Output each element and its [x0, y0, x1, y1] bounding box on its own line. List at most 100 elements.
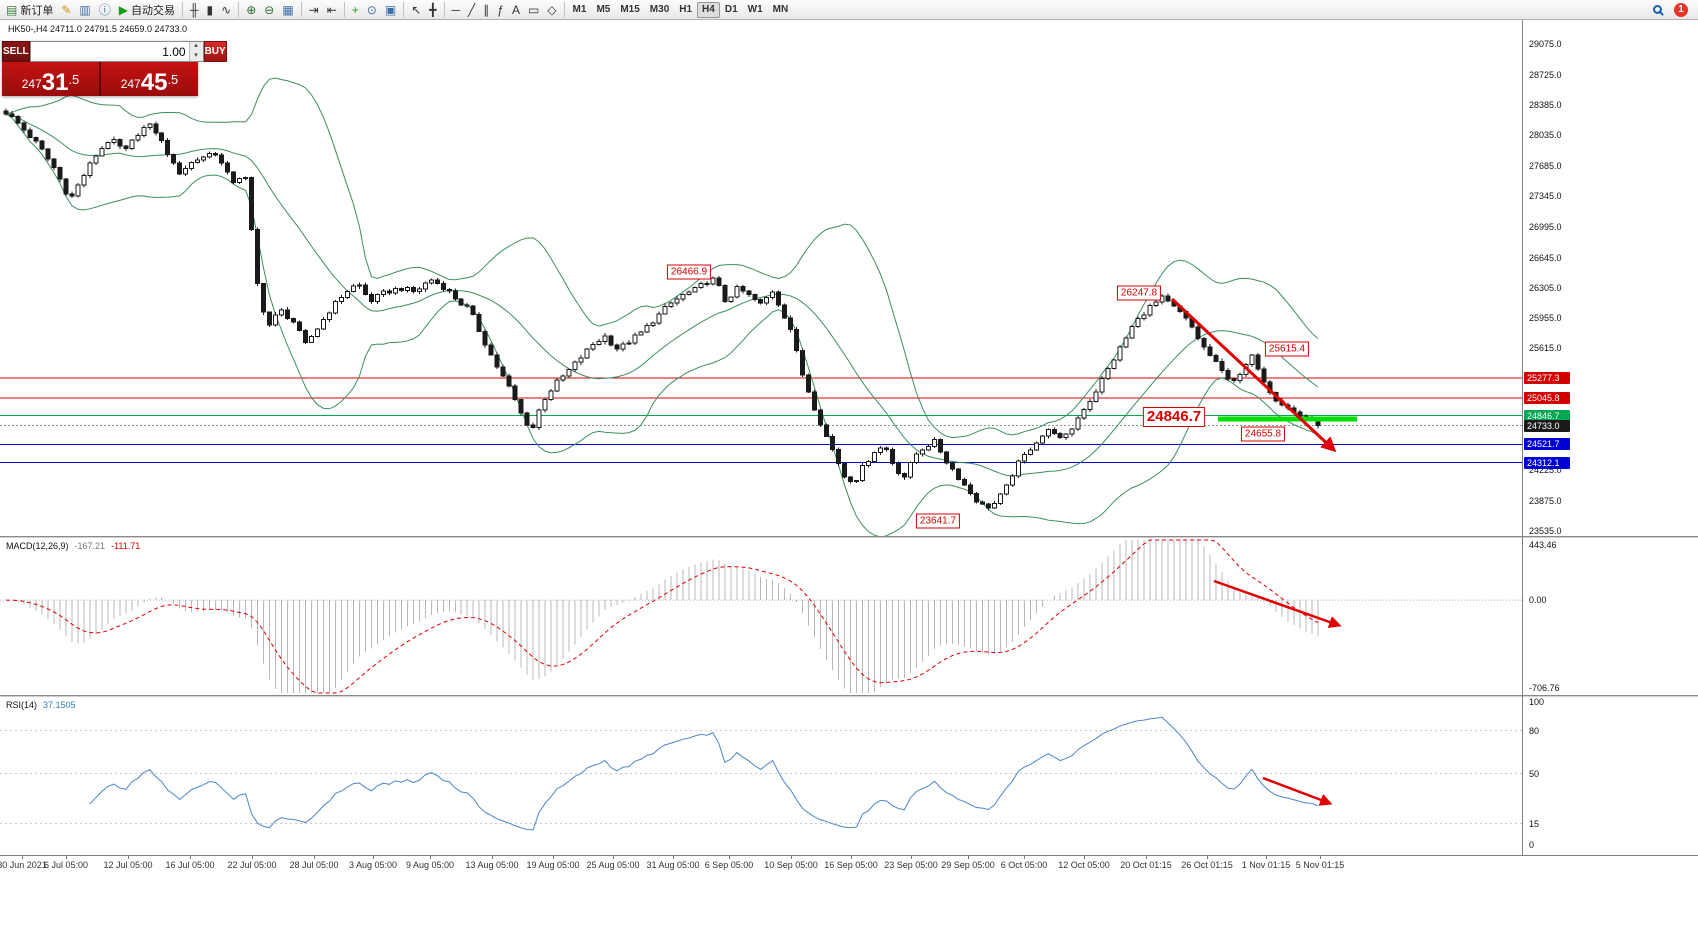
price-callout[interactable]: 24846.7 [1142, 407, 1206, 427]
time-axis-separator [0, 855, 1698, 856]
notification-badge[interactable]: 1 [1674, 2, 1688, 17]
chart-shift-icon[interactable]: ⇤ [323, 1, 341, 19]
zoom-in-icon[interactable]: ⊕ [242, 1, 260, 19]
time-tick: 31 Aug 05:00 [646, 860, 700, 870]
trend-arrow[interactable] [1262, 776, 1333, 806]
time-tick: 1 Nov 01:15 [1241, 860, 1291, 870]
indicators-icon[interactable]: + [348, 1, 363, 19]
label-icon-glyph: ▭ [527, 2, 540, 17]
time-tick-mark [851, 856, 852, 859]
templates-icon[interactable]: ▣ [381, 1, 400, 19]
shapes-icon[interactable]: ◇ [543, 1, 560, 19]
timeframe-m30[interactable]: M30 [649, 3, 670, 15]
search-icon[interactable] [1649, 1, 1666, 19]
market-watch-icon[interactable]: ▥ [75, 1, 94, 19]
buy-button[interactable]: BUY [203, 41, 227, 62]
time-tick-mark [911, 856, 912, 859]
text-icon[interactable]: A [508, 1, 524, 19]
macd-name: MACD(12,26,9) [6, 541, 69, 551]
time-tick-mark [252, 856, 253, 859]
toolbar-separator [563, 2, 565, 17]
metaeditor-icon[interactable]: ✎ [57, 1, 75, 19]
sell-button[interactable]: SELL [2, 41, 30, 62]
time-tick-mark [22, 856, 23, 859]
volume-spinner: ▴ ▾ [188, 42, 203, 61]
time-tick: 28 Jul 05:00 [289, 860, 339, 870]
autotrading-button-label: 自动交易 [131, 4, 175, 17]
zoom-in-icon-glyph: ⊕ [246, 2, 257, 17]
crosshair-icon[interactable]: ╋ [425, 1, 440, 19]
buy-price[interactable]: 247 45.5 [101, 62, 198, 96]
macd-tick: 443.46 [1529, 540, 1557, 550]
channel-icon[interactable]: ∥ [479, 1, 493, 19]
zoom-out-icon[interactable]: ⊖ [260, 1, 278, 19]
price-callout[interactable]: 25615.4 [1264, 341, 1310, 357]
time-tick: 25 Aug 05:00 [586, 860, 640, 870]
price-tick: 28035.0 [1529, 130, 1562, 141]
rsi-panel[interactable] [0, 697, 1522, 855]
new-order-button[interactable]: ▤ 新订单 [2, 1, 57, 19]
periods-icon[interactable]: ⊙ [363, 1, 381, 19]
time-tick-mark [613, 856, 614, 859]
buy-price-frac: .5 [167, 72, 179, 87]
timeframe-h1[interactable]: H1 [679, 3, 693, 15]
sell-price[interactable]: 247 31.5 [2, 62, 101, 96]
macd-panel[interactable] [0, 538, 1522, 695]
price-callout[interactable]: 23641.7 [915, 513, 961, 529]
volume-down-icon[interactable]: ▾ [189, 51, 203, 61]
time-tick: 10 Sep 05:00 [764, 860, 818, 870]
volume-up-icon[interactable]: ▴ [189, 42, 203, 52]
new-order-button-label: 新订单 [20, 4, 54, 17]
time-tick: 19 Aug 05:00 [526, 860, 580, 870]
trend-arrow[interactable] [1213, 579, 1342, 628]
price-callout[interactable]: 26247.8 [1116, 285, 1162, 301]
sell-price-prefix: 247 [21, 77, 42, 91]
symbol-ohlc-line: HK50-,H4 24711.0 24791.5 24659.0 24733.0 [8, 24, 187, 34]
fibonacci-icon[interactable]: ƒ [493, 1, 508, 19]
line-chart-icon[interactable]: ∿ [217, 1, 235, 19]
macd-indicator-label: MACD(12,26,9) -167.21 -111.71 [6, 541, 140, 551]
time-axis[interactable]: 30 Jun 2021 6 Jul 05:00 12 Jul 05:00 16 Jul… [0, 856, 1698, 874]
trendline-icon[interactable]: ╱ [464, 1, 479, 19]
price-callout[interactable]: 26466.9 [666, 264, 712, 280]
timeframe-w1[interactable]: W1 [747, 3, 763, 15]
periods-icon-glyph: ⊙ [366, 2, 377, 17]
time-tick: 5 Nov 01:15 [1295, 860, 1345, 870]
time-tick: 26 Oct 01:15 [1181, 860, 1233, 870]
price-tick: 29075.0 [1529, 39, 1562, 49]
horizontal-lines-layer[interactable] [0, 377, 1522, 464]
candlestick-chart-icon[interactable]: ▮ [203, 1, 218, 19]
panel-splitter-rsi[interactable] [0, 695, 1698, 697]
price-chart-panel[interactable] [0, 20, 1522, 536]
trend-arrow[interactable] [1170, 297, 1337, 453]
cursor-icon[interactable]: ↖ [407, 1, 425, 19]
bar-chart-icon[interactable]: ╫ [186, 1, 203, 19]
autotrading-button[interactable]: ▶ 自动交易 [115, 1, 179, 19]
bar-chart-icon-glyph: ╫ [190, 2, 199, 17]
timeframe-h4[interactable]: H4 [697, 1, 720, 18]
time-tick: 9 Aug 05:00 [405, 860, 455, 870]
time-tick-mark [128, 856, 129, 859]
toolbar-separator [182, 2, 183, 17]
price-callout[interactable]: 24655.8 [1240, 426, 1286, 442]
price-tick: 26305.0 [1529, 282, 1562, 293]
timeframe-mn[interactable]: MN [772, 3, 789, 15]
timeframe-d1[interactable]: D1 [724, 3, 738, 15]
macd-histogram [11, 540, 1319, 693]
price-tick: 28385.0 [1529, 99, 1562, 110]
auto-scroll-icon[interactable]: ⇥ [305, 1, 323, 19]
timeframe-m15[interactable]: M15 [620, 3, 640, 15]
price-axis[interactable]: 29075.0 28725.0 28385.0 28035.0 27685.0 27345… [1523, 20, 1698, 856]
timeframe-m5[interactable]: M5 [596, 3, 611, 15]
bollinger-bands [5, 77, 1319, 536]
label-icon[interactable]: ▭ [524, 1, 543, 19]
time-tick-mark [492, 856, 493, 859]
time-tick: 6 Jul 05:00 [43, 860, 89, 870]
horizontal-line-icon[interactable]: ─ [448, 1, 465, 19]
panel-splitter-macd[interactable] [0, 536, 1698, 538]
timeframe-m1[interactable]: M1 [572, 3, 587, 15]
rsi-name: RSI(14) [6, 700, 38, 710]
data-window-icon[interactable]: ⓘ [95, 1, 115, 19]
volume-input[interactable] [30, 42, 189, 61]
tile-windows-icon[interactable]: ▦ [278, 1, 297, 19]
